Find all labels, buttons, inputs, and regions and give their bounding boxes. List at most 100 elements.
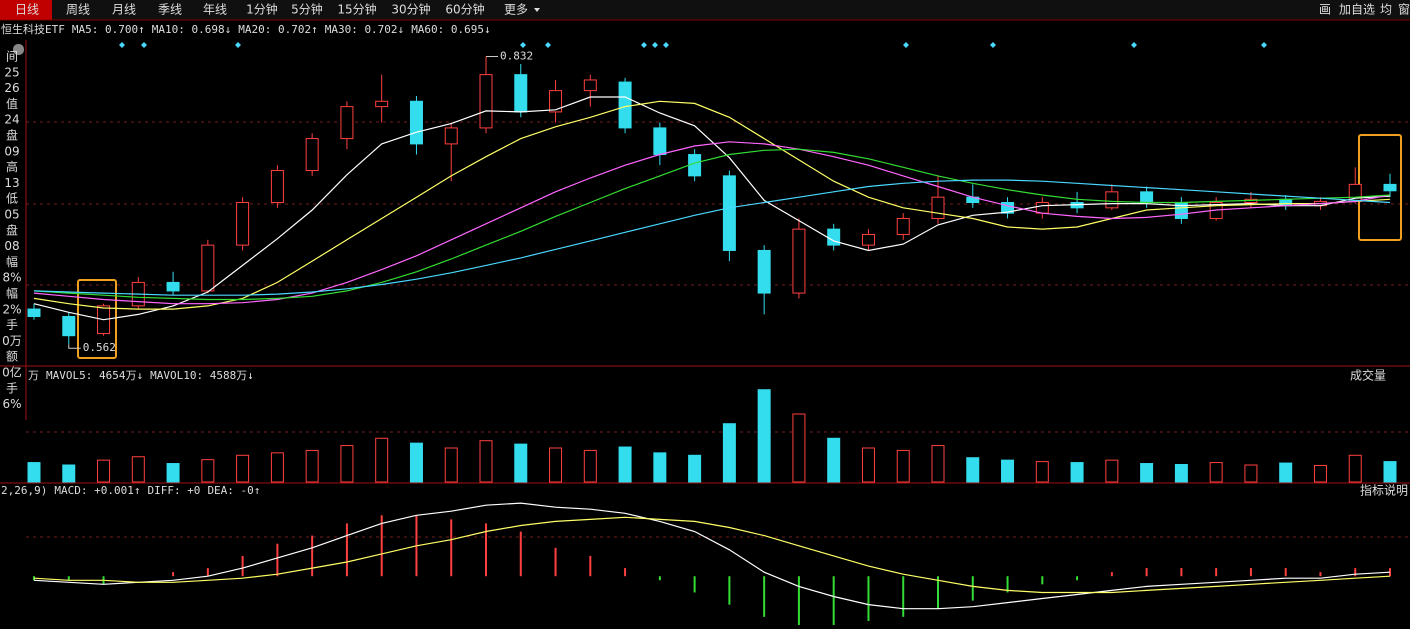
volume-bar	[931, 445, 945, 483]
diamond	[903, 42, 909, 48]
highlight-box	[77, 279, 117, 359]
legend-item: MAVOL5: 4654万↓	[46, 369, 143, 382]
diamond	[663, 42, 669, 48]
volume-bar	[27, 462, 41, 483]
volume-bar	[97, 459, 111, 483]
volume-bar	[166, 463, 180, 483]
ma-line	[33, 148, 1391, 301]
candle-body	[792, 228, 806, 294]
info-text: 05	[4, 208, 19, 222]
active-tab-bg	[0, 0, 52, 20]
toolbar-tab[interactable]: 日线	[15, 3, 39, 17]
info-text: 高	[6, 159, 18, 174]
info-text: 值	[6, 96, 18, 111]
candle-body	[653, 127, 667, 156]
candle-body	[549, 90, 563, 113]
candle-body	[305, 138, 319, 172]
toolbar-tab[interactable]: 年线	[203, 3, 227, 17]
volume-bar	[653, 452, 667, 483]
candle-body	[757, 249, 771, 294]
toolbar-tab[interactable]: 15分钟	[337, 2, 376, 17]
legend-item: 万	[28, 369, 39, 382]
info-text: 手	[6, 318, 18, 332]
candle-body	[1105, 191, 1119, 209]
info-text: 0亿	[2, 365, 22, 380]
candle-body	[409, 100, 423, 145]
info-text: 8%	[2, 271, 21, 285]
info-text: 13	[4, 176, 19, 190]
volume-bar	[1244, 464, 1258, 483]
close-icon[interactable]	[13, 44, 24, 55]
legend-item: MA5: 0.700↑	[72, 23, 145, 36]
toolbar-action[interactable]: 均	[1380, 3, 1392, 17]
candle-body	[514, 74, 528, 113]
candle-body	[1001, 202, 1015, 214]
volume-bar	[757, 389, 771, 483]
toolbar-tab[interactable]: 30分钟	[391, 2, 430, 17]
volume-bar	[792, 413, 806, 483]
diamond	[235, 42, 241, 48]
toolbar-tab[interactable]: 5分钟	[291, 2, 323, 17]
volume-bar	[1105, 459, 1119, 483]
volume-bar	[1174, 464, 1188, 483]
diamond	[520, 42, 526, 48]
info-text: 幅	[6, 254, 18, 269]
toolbar-tab[interactable]: 更多	[504, 3, 528, 17]
volume-bar	[409, 442, 423, 483]
volume-bar	[827, 437, 841, 483]
pane-title: 成交量	[1350, 368, 1386, 383]
info-text: 2%	[2, 302, 21, 316]
toolbar	[0, 0, 1410, 20]
volume-bar	[201, 459, 215, 483]
volume-bar	[340, 445, 354, 483]
dea-line	[33, 516, 1391, 594]
ma-line	[33, 100, 1391, 310]
info-text: 手	[6, 381, 18, 395]
toolbar-action[interactable]: 窗	[1398, 3, 1410, 17]
volume-bar	[688, 454, 702, 483]
toolbar-tab[interactable]: 月线	[112, 3, 136, 17]
info-text: 盘	[6, 222, 18, 237]
candle-body	[27, 308, 41, 318]
volume-bar	[305, 449, 319, 483]
volume-bar	[1279, 462, 1293, 483]
volume-bar	[549, 447, 563, 483]
candle-body	[1140, 191, 1154, 204]
toolbar-tab[interactable]: 季线	[158, 3, 182, 17]
low-pointer	[68, 344, 81, 349]
candle-body	[166, 281, 180, 292]
candle-body	[201, 244, 215, 292]
ma-line	[33, 179, 1391, 296]
toolbar-action[interactable]: 画	[1319, 3, 1331, 17]
info-text: 额	[6, 350, 18, 364]
toolbar-tab[interactable]: 1分钟	[246, 2, 278, 17]
volume-bar	[1348, 454, 1362, 483]
volume-bar	[1001, 459, 1015, 483]
candle-body	[270, 170, 284, 204]
diamond	[119, 42, 125, 48]
legend-item: MACD: +0.001↑	[54, 484, 140, 497]
info-text: 24	[4, 113, 19, 127]
toolbar-action[interactable]: 加自选	[1339, 3, 1375, 17]
toolbar-tab[interactable]: 60分钟	[445, 2, 484, 17]
candle-body	[1035, 202, 1049, 214]
diamond	[1131, 42, 1137, 48]
volume-bar	[722, 423, 736, 483]
info-text: 盘	[6, 128, 18, 143]
diamond	[990, 42, 996, 48]
volume-bar	[618, 446, 632, 483]
toolbar-tab[interactable]: 周线	[66, 3, 90, 17]
candle-body	[340, 106, 354, 140]
price-grid	[26, 121, 1410, 538]
legend-item: 恒生科技ETF	[1, 22, 65, 36]
candle-body	[896, 217, 910, 235]
volume-bar	[270, 452, 284, 483]
info-text: 幅	[6, 286, 18, 301]
candle-body	[1279, 198, 1293, 207]
candle-body	[583, 79, 597, 92]
ma-line	[33, 141, 1391, 305]
diamond	[1261, 42, 1267, 48]
legend-item: DIFF: +0	[147, 484, 200, 497]
legend-item: 2,26,9)	[1, 484, 47, 497]
